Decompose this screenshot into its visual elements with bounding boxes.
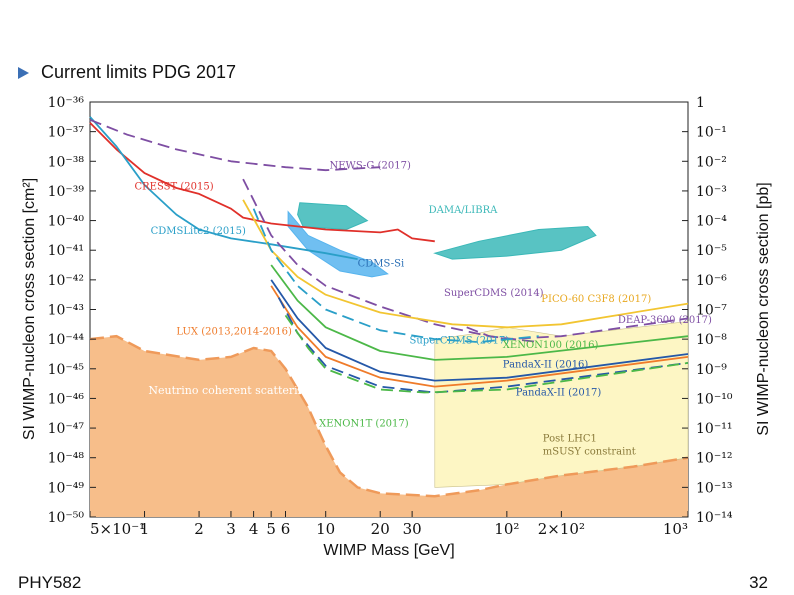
curve-lux-2013-2014-2016-9 [270,285,689,388]
y-tick-right-label-14: 10⁻¹⁴ [696,510,733,526]
y-tick-left-label-6: 10⁻⁴² [48,273,84,289]
x-tick-label-9: 30 [403,520,422,538]
footer-course-code: PHY582 [18,573,82,592]
y-tick-left-label-2: 10⁻³⁸ [48,154,85,170]
annotation-supercdms-2017-9: SuperCDMS (2017) [410,336,510,347]
annotation-neutrino-coherent-scattering-12: Neutrino coherent scattering [148,384,311,397]
y-tick-left-label-10: 10⁻⁴⁶ [48,391,85,407]
y-axis-label-left: SI WIMP-nucleon cross section [cm²] [21,178,38,440]
curve-supercdms-2014-3 [242,178,539,343]
x-tick-label-11: 2×10² [538,520,585,538]
y-tick-right-label-10: 10⁻¹⁰ [696,391,733,407]
y-tick-left-label-11: 10⁻⁴⁷ [48,421,85,437]
curve-cresst-2015-0 [89,122,435,243]
annotation-cdmslite2-2015-2: CDMSLite2 (2015) [151,226,246,237]
curve-xenon1t-2017-11 [284,314,689,394]
y-tick-left-label-13: 10⁻⁴⁹ [48,480,85,496]
y-tick-right-label-5: 10⁻⁵ [696,243,727,259]
x-tick-label-12: 10³ [663,520,688,538]
annotation-xenon100-2016-10: XENON100 (2016) [503,340,599,351]
curve-pandax-ii-2016-8 [270,279,689,382]
y-tick-right-label-8: 10⁻⁸ [696,332,727,348]
x-tick-label-10: 10² [494,520,519,538]
curve-news-g-2017-2 [89,118,381,172]
region-dama-libra-0 [297,202,369,231]
y-tick-left-label-8: 10⁻⁴⁴ [48,332,85,348]
y-tick-left-label-3: 10⁻³⁹ [48,184,85,200]
annotation-dama-libra-3: DAMA/LIBRA [429,205,499,216]
y-tick-right-label-9: 10⁻⁹ [696,362,727,378]
x-tick-label-7: 10 [316,520,335,538]
y-tick-left-label-12: 10⁻⁴⁸ [48,451,85,467]
annotation-pandax-ii-2017-13: PandaX-II (2017) [516,388,602,399]
annotation-pico-60-c3f8-2017-6: PICO-60 C3F8 (2017) [541,294,651,305]
x-tick-label-6: 6 [281,520,291,538]
y-tick-left-label-0: 10⁻³⁶ [48,95,85,111]
x-tick-label-8: 20 [371,520,390,538]
annotation-news-g-2017-0: NEWS-G (2017) [330,161,411,172]
annotation-supercdms-2014-5: SuperCDMS (2014) [444,288,544,299]
x-tick-label-3: 3 [226,520,236,538]
y-tick-right-label-6: 10⁻⁶ [696,273,727,289]
y-tick-right-label-13: 10⁻¹³ [696,480,732,496]
x-tick-label-0: 5×10⁻¹ [90,520,145,538]
y-tick-left-label-14: 10⁻⁵⁰ [48,510,85,526]
y-tick-left-label-1: 10⁻³⁷ [48,125,85,141]
y-tick-right-label-3: 10⁻³ [696,184,727,200]
curve-cdmslite2-2015-1 [89,116,358,260]
curve-xenon100-2016-7 [270,264,689,361]
annotation-post-lhc1-15: Post LHC1 [543,433,597,444]
x-tick-label-1: 1 [140,520,150,538]
y-tick-right-label-11: 10⁻¹¹ [696,421,732,437]
curve-pico-60-c3f8-2017-4 [242,199,689,329]
x-tick-label-4: 4 [249,520,259,538]
annotation-lux-2013-2014-2016-8: LUX (2013,2014-2016) [176,327,292,338]
x-tick-label-2: 2 [194,520,204,538]
x-axis-label: WIMP Mass [GeV] [323,542,454,559]
y-axis-label-right: SI WIMP-nucleon cross section [pb] [755,182,772,435]
annotation-cresst-2015-1: CRESST (2015) [135,181,214,192]
y-tick-left-label-7: 10⁻⁴³ [48,303,84,319]
y-tick-left-label-4: 10⁻⁴⁰ [48,214,85,230]
axes: 10⁻³⁶ 10⁻³⁷ 10⁻³⁸ 10⁻³⁹ 10⁻⁴⁰ 10⁻⁴¹ 10⁻⁴² 10⁻⁴³… [48,95,733,538]
bullet-item: Current limits PDG 2017 [18,62,236,83]
region-dama-libra-1 [433,225,597,260]
region-cdms-si-2 [287,210,389,278]
annotation-xenon1t-2017-14: XENON1T (2017) [319,419,409,430]
y-tick-right-label-2: 10⁻² [696,154,727,170]
page-number: 32 [749,573,768,592]
neutrino-floor-region [90,336,688,517]
annotation-cdms-si-4: CDMS-Si [358,259,405,270]
y-tick-left-label-5: 10⁻⁴¹ [48,243,84,259]
x-tick-label-5: 5 [266,520,276,538]
y-tick-right-label-12: 10⁻¹² [696,451,732,467]
y-tick-right-label-1: 10⁻¹ [696,125,727,141]
y-tick-right-label-0: 1 [696,95,705,111]
annotation-deap-3600-2017-7: DEAP-3600 (2017) [618,315,712,326]
shaded-regions [90,202,689,517]
bullet-triangle-icon [18,66,29,79]
curve-supercdms-2017-6 [252,208,539,344]
y-tick-right-label-4: 10⁻⁴ [696,214,727,230]
curve-labels: NEWS-G (2017) CRESST (2015) CDMSLite2 (201… [135,161,712,458]
annotation-pandax-ii-2016-11: PandaX-II (2016) [503,359,589,370]
limit-curves [89,116,689,498]
y-tick-left-label-9: 10⁻⁴⁵ [48,362,85,378]
annotation-msusy-constraint-16: mSUSY constraint [543,447,636,458]
y-tick-right-label-7: 10⁻⁷ [696,303,727,319]
neutrino-floor-curve [89,334,689,498]
bullet-text: Current limits PDG 2017 [41,62,237,82]
